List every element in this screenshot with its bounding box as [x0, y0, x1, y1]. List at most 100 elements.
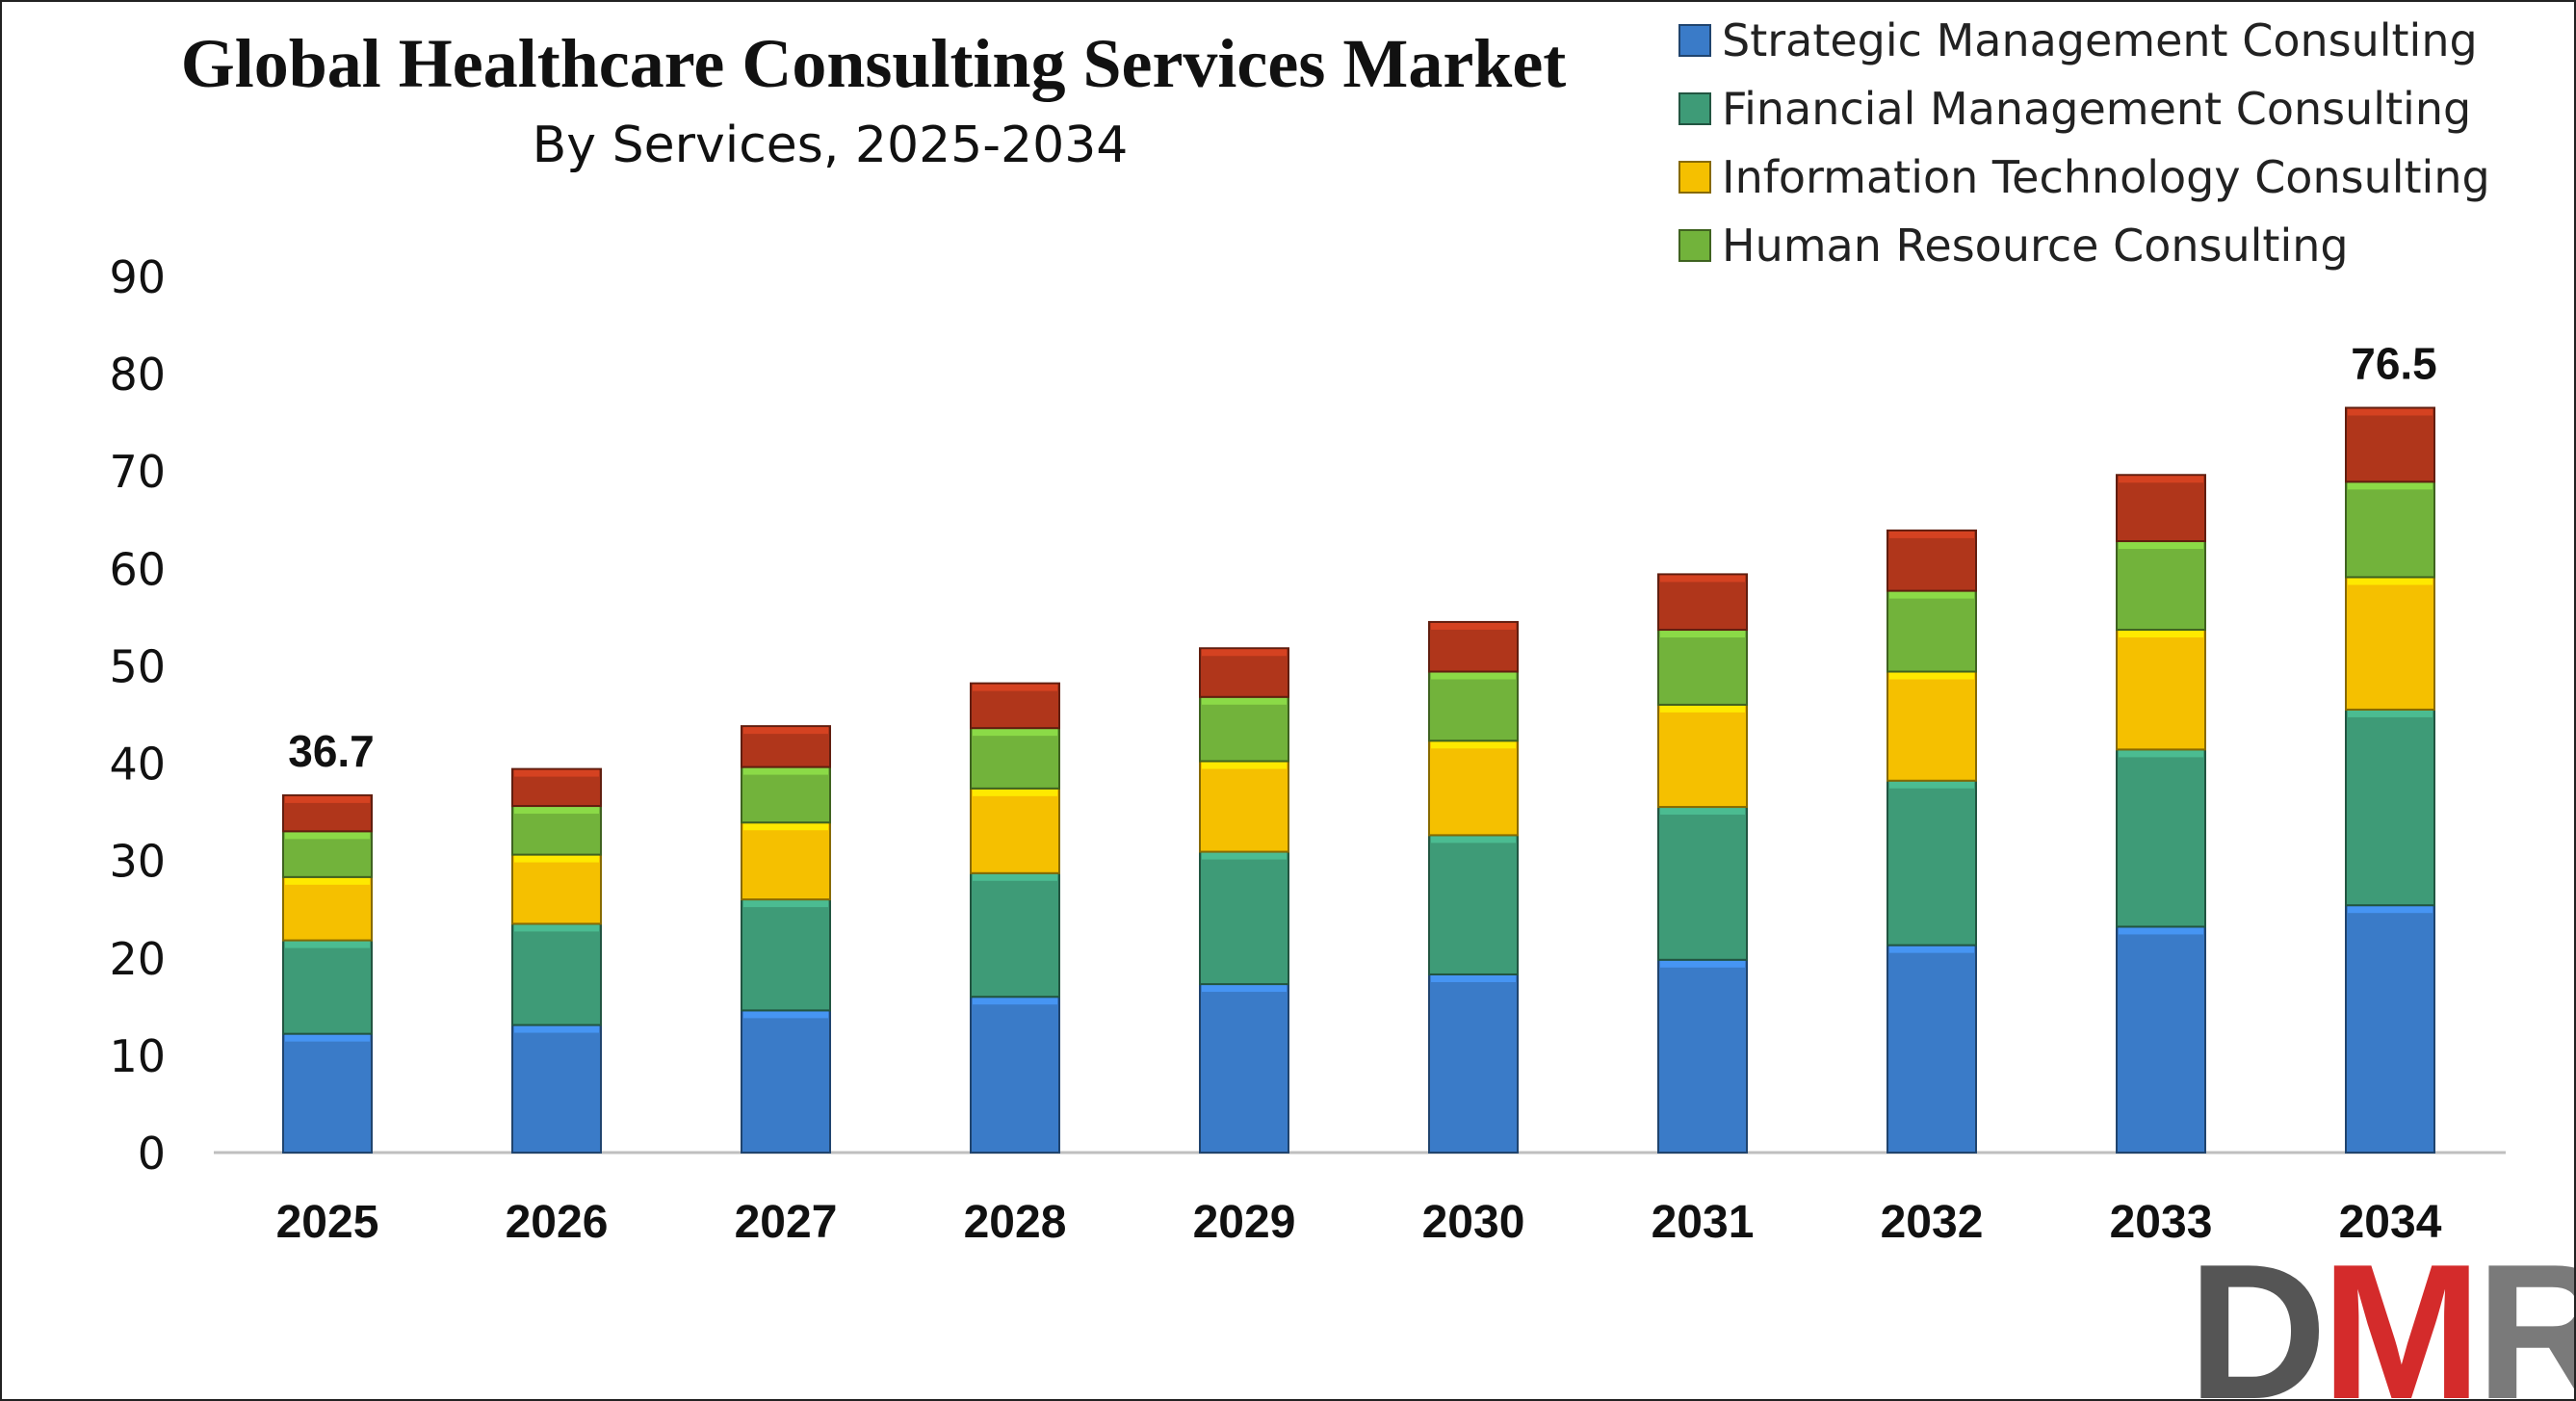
bar-segment-bevel	[1202, 985, 1287, 993]
bar-segment	[282, 1032, 373, 1154]
bar-segment	[1657, 629, 1748, 706]
bar-segment-bevel	[1431, 622, 1516, 630]
legend-item: Human Resource Consulting	[1678, 220, 2349, 272]
legend-label: Financial Management Consulting	[1722, 83, 2471, 135]
bar-segment-bevel	[1889, 591, 1974, 599]
bar-segment	[1428, 739, 1519, 837]
bar-stack-2026	[511, 767, 602, 1154]
bar-segment	[970, 871, 1060, 999]
bar-stack-2031	[1657, 573, 1748, 1154]
legend-swatch	[1678, 24, 1711, 57]
bar-segment-bevel	[285, 832, 370, 840]
bar-segment-bevel	[1660, 575, 1745, 583]
x-tick-label: 2034	[2339, 1197, 2442, 1248]
bar-segment	[1199, 760, 1289, 853]
bar-segment-bevel	[1431, 741, 1516, 749]
bar-segment	[1199, 850, 1289, 986]
bar-segment-bevel	[2348, 408, 2433, 416]
legend-label: Information Technology Consulting	[1722, 151, 2490, 203]
bars	[282, 406, 2435, 1155]
bar-segment-bevel	[2119, 476, 2203, 483]
bar-segment	[741, 1009, 831, 1155]
bar-segment	[1657, 703, 1748, 809]
bar-segment-bevel	[973, 684, 1057, 691]
bar-segment-bevel	[1660, 705, 1745, 713]
bar-segment	[282, 875, 373, 942]
bar-segment-bevel	[743, 727, 828, 735]
bar-segment	[970, 996, 1060, 1154]
bar-segment	[1886, 779, 1977, 947]
legend-swatch	[1678, 161, 1711, 194]
x-axis: 2025 2026 2027 2028 2029 2030 2031 2032 2033 2034	[276, 1197, 2442, 1248]
y-tick-label: 20	[109, 933, 166, 985]
bar-segment	[741, 821, 831, 901]
bar-segment	[1199, 647, 1289, 698]
bar-segment-bevel	[514, 807, 599, 815]
y-tick-label: 60	[109, 543, 166, 595]
x-tick-label: 2026	[506, 1197, 609, 1248]
bar-segment-bevel	[2119, 542, 2203, 550]
total-labels: 36.7 76.5	[288, 339, 2437, 776]
logo-text: DMR	[2188, 1225, 2574, 1399]
bar-stack-2027	[741, 725, 831, 1155]
bar-segment-bevel	[1660, 960, 1745, 968]
bar-segment-bevel	[2348, 906, 2433, 914]
bar-stack-2028	[970, 682, 1060, 1154]
y-tick-label: 50	[109, 640, 166, 692]
bar-segment	[2345, 406, 2435, 483]
bar-stack-2033	[2116, 474, 2206, 1155]
bar-segment-bevel	[1889, 531, 1974, 538]
bar-segment	[1657, 958, 1748, 1154]
legend-item: Financial Management Consulting	[1678, 83, 2471, 135]
x-tick-label: 2028	[964, 1197, 1067, 1248]
legend-item: Information Technology Consulting	[1678, 151, 2490, 203]
x-tick-label: 2025	[276, 1197, 379, 1248]
bar-segment-bevel	[973, 729, 1057, 737]
bar-segment-bevel	[285, 795, 370, 803]
bar-segment	[1886, 944, 1977, 1155]
y-tick-label: 10	[109, 1030, 166, 1082]
dmr-logo: DMR	[2188, 1225, 2574, 1399]
x-tick-label: 2033	[2110, 1197, 2213, 1248]
bar-stack-2034	[2345, 406, 2435, 1155]
legend-swatch	[1678, 229, 1711, 262]
bar-segment-bevel	[514, 769, 599, 777]
bar-segment-bevel	[514, 1025, 599, 1033]
bar-segment-bevel	[2348, 578, 2433, 585]
bar-segment	[511, 853, 602, 925]
bar-segment-bevel	[1431, 672, 1516, 680]
x-tick-label: 2029	[1193, 1197, 1296, 1248]
bar-segment	[1199, 695, 1289, 763]
bar-segment-bevel	[2119, 927, 2203, 935]
bar-segment-bevel	[514, 924, 599, 932]
bar-segment	[511, 1024, 602, 1154]
chart-title: Global Healthcare Consulting Services Ma…	[181, 25, 1567, 102]
bar-segment	[282, 939, 373, 1035]
bar-segment-bevel	[743, 767, 828, 775]
bar-segment	[1428, 620, 1519, 673]
legend-label: Human Resource Consulting	[1722, 220, 2349, 272]
bar-segment-bevel	[973, 873, 1057, 881]
bar-segment	[1657, 573, 1748, 632]
x-tick-label: 2027	[735, 1197, 838, 1248]
bar-segment-bevel	[1202, 697, 1287, 705]
bar-segment-bevel	[973, 789, 1057, 796]
x-tick-label: 2030	[1422, 1197, 1525, 1248]
bar-segment-bevel	[2348, 710, 2433, 717]
y-tick-label: 40	[109, 739, 166, 791]
bar-segment-bevel	[1660, 808, 1745, 816]
bar-segment	[2345, 708, 2435, 907]
bar-segment	[970, 787, 1060, 874]
bar-segment	[1199, 983, 1289, 1154]
bar-segment-bevel	[1202, 762, 1287, 769]
bar-stack-2029	[1199, 647, 1289, 1154]
bar-stack-2025	[282, 793, 373, 1154]
legend-label: Strategic Management Consulting	[1722, 14, 2478, 66]
bar-segment-bevel	[1202, 852, 1287, 860]
bar-segment	[511, 922, 602, 1026]
bar-segment	[1428, 834, 1519, 975]
bar-segment	[1886, 589, 1977, 673]
bar-segment-bevel	[285, 877, 370, 885]
